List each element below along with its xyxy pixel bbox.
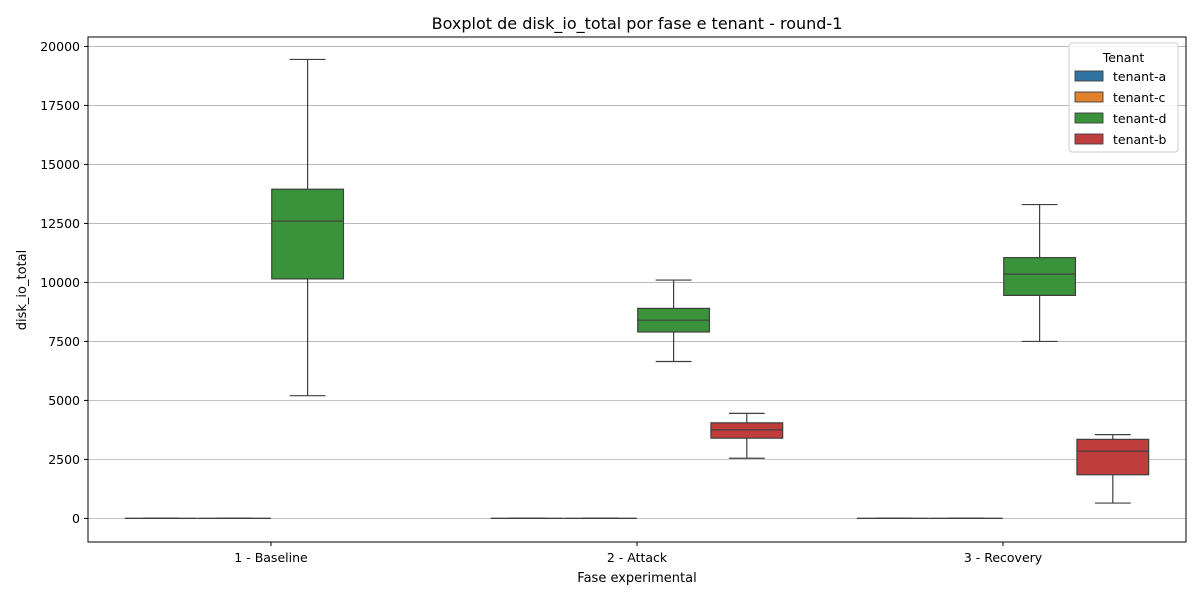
box-tenant-d (1003, 203, 1077, 343)
box-body (1076, 438, 1150, 476)
y-tick-label: 0 (72, 511, 80, 526)
legend-swatch (1074, 70, 1104, 82)
y-tick-label: 15000 (40, 157, 80, 172)
y-axis-label: disk_io_total (15, 250, 30, 330)
y-tick-label: 10000 (40, 275, 80, 290)
legend: Tenant tenant-a tenant-c tenant-d tenant-b (1068, 42, 1179, 153)
x-tick-label: 1 - Baseline (234, 550, 308, 565)
box-body (271, 188, 345, 280)
x-tick-label: 2 - Attack (607, 550, 668, 565)
y-tick-label: 5000 (48, 393, 80, 408)
box-tenant-b (1076, 434, 1150, 504)
y-axis: 0 2500 5000 7500 10000 12500 15000 17500 20000 (40, 39, 88, 526)
box-tenant-d (637, 279, 711, 363)
legend-box (1068, 42, 1179, 153)
legend-entry: tenant-d (1113, 111, 1166, 126)
y-tick-label: 7500 (48, 334, 80, 349)
chart-title: Boxplot de disk_io_total por fase e tena… (432, 14, 843, 34)
legend-swatch (1074, 133, 1104, 145)
box-group (124, 58, 1150, 520)
box-tenant-b (710, 412, 784, 459)
box-tenant-d (271, 58, 345, 397)
y-tick-label: 17500 (40, 98, 80, 113)
x-tick-label: 3 - Recovery (964, 550, 1043, 565)
legend-swatch (1074, 91, 1104, 103)
legend-entry: tenant-a (1113, 69, 1166, 84)
y-tick-label: 12500 (40, 216, 80, 231)
y-tick-label: 2500 (48, 452, 80, 467)
grid-lines (88, 46, 1186, 519)
legend-swatch (1074, 112, 1104, 124)
x-axis: 1 - Baseline 2 - Attack 3 - Recovery (234, 542, 1043, 565)
legend-entry: tenant-b (1113, 132, 1167, 147)
x-axis-label: Fase experimental (577, 571, 696, 586)
legend-title: Tenant (1102, 50, 1145, 65)
box-body (1003, 257, 1077, 296)
y-tick-label: 20000 (40, 39, 80, 54)
legend-entry: tenant-c (1113, 90, 1166, 105)
